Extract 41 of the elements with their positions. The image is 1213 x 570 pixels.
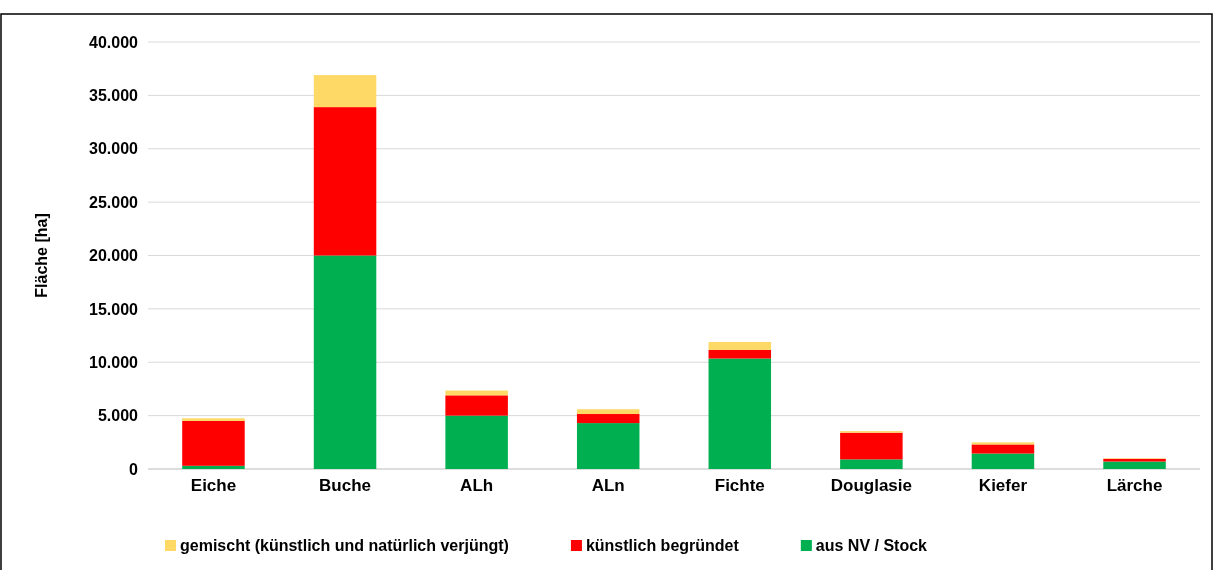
- legend-label: aus NV / Stock: [815, 537, 928, 554]
- bar: [840, 459, 903, 469]
- bar: [708, 349, 772, 359]
- bar: [445, 415, 508, 469]
- y-tick-label: 40.000: [89, 33, 139, 51]
- bar: [313, 255, 377, 469]
- bar: [313, 75, 377, 108]
- x-tick-label: Douglasie: [830, 476, 912, 496]
- y-tick-label: 25.000: [89, 193, 139, 211]
- y-tick-label: 20.000: [89, 247, 139, 265]
- y-tick-label: 10.000: [89, 353, 139, 371]
- x-tick-label: Kiefer: [978, 476, 1028, 496]
- bar: [971, 453, 1035, 469]
- x-tick-label: ALn: [591, 476, 625, 496]
- x-tick-label: Fichte: [714, 476, 765, 496]
- y-tick-label: 15.000: [89, 300, 139, 318]
- bar: [1103, 461, 1166, 469]
- bar: [971, 442, 1035, 445]
- bar: [840, 432, 903, 460]
- bar: [576, 409, 640, 415]
- y-axis-title: Fläche [ha]: [33, 213, 50, 298]
- bar: [971, 444, 1035, 454]
- y-tick-label: 0: [129, 460, 139, 478]
- x-tick-label: Buche: [319, 476, 372, 496]
- bar: [708, 341, 772, 350]
- bar: [182, 418, 245, 421]
- y-tick-label: 5.000: [97, 407, 139, 425]
- legend-label: künstlich begründet: [585, 537, 740, 554]
- x-tick-label: Eiche: [190, 476, 237, 496]
- bar: [445, 395, 508, 416]
- x-tick-label: Lärche: [1106, 476, 1163, 496]
- bar: [313, 107, 377, 256]
- y-tick-label: 35.000: [89, 87, 139, 104]
- bar: [576, 423, 640, 469]
- bar: [182, 420, 245, 466]
- y-tick-label: 30.000: [89, 140, 139, 158]
- bar: [708, 358, 772, 469]
- bar: [182, 465, 245, 469]
- bar: [576, 414, 640, 424]
- legend-label: gemischt (künstlich und natürlich verjüngt): [180, 537, 509, 554]
- x-tick-label: ALh: [460, 476, 494, 496]
